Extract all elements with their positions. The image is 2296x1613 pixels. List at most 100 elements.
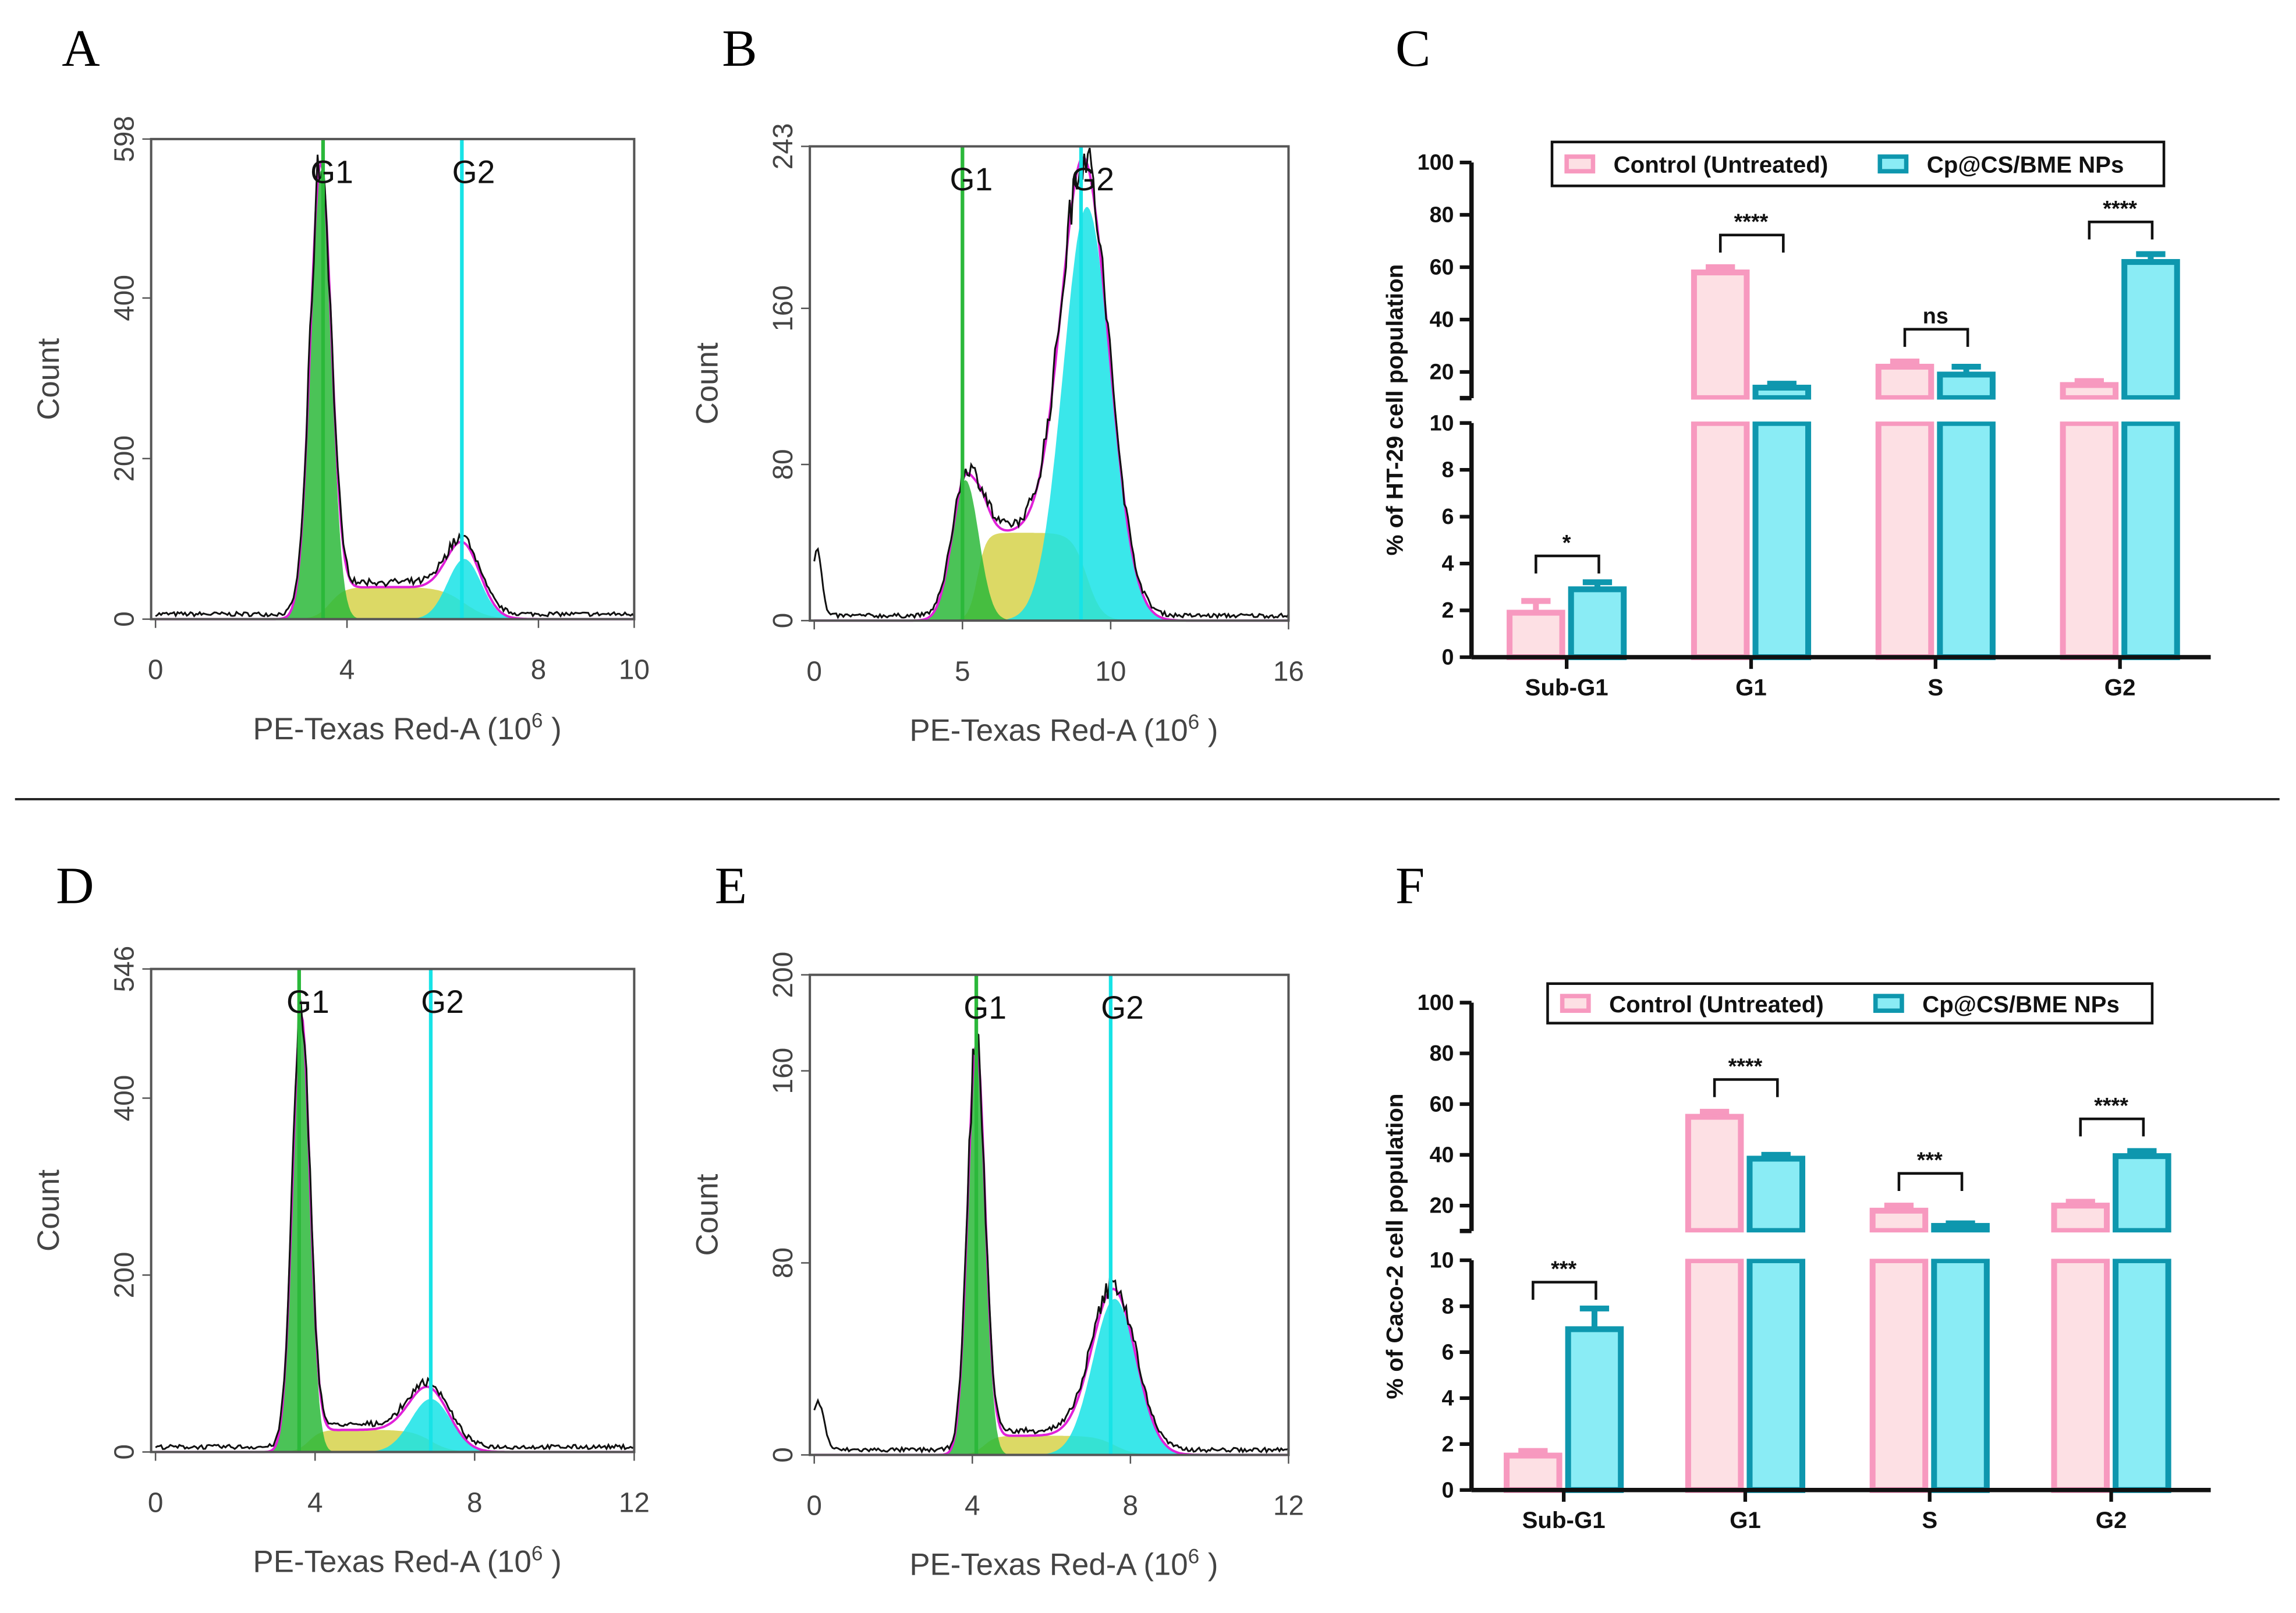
x-tick-label: 8	[531, 655, 547, 686]
x-axis-label: PE-Texas Red-A (106 )	[253, 1542, 562, 1579]
y-tick-label: 4	[1442, 551, 1454, 576]
plot-frame	[150, 967, 636, 1454]
legend-label-treated: Cp@CS/BME NPs	[1922, 991, 2120, 1018]
significance-bracket	[2088, 220, 2154, 240]
raw-histogram-line	[813, 147, 1289, 620]
bar-control-g2	[2051, 1203, 2110, 1234]
g2-peak-fill	[814, 207, 1289, 621]
x-axis-label-exponent: 6	[1188, 1545, 1200, 1568]
bar-treated-g1	[1746, 1155, 1806, 1234]
x-tick-label: 12	[619, 1487, 650, 1518]
raw-histogram-line	[813, 1031, 1289, 1454]
y-axis-label: Count	[31, 1169, 66, 1252]
bar-control-sub-g1	[1507, 609, 1565, 661]
y-tick-label: 6	[1442, 1339, 1454, 1364]
legend-swatch-treated	[1873, 994, 1904, 1013]
y-tick-label: 598	[109, 116, 140, 162]
y-tick-label: 80	[768, 449, 799, 480]
legend: Control (Untreated) Cp@CS/BME NPs	[1550, 140, 2166, 187]
panel-letter-f: F	[1395, 856, 1425, 914]
y-tick-label: 200	[768, 952, 799, 998]
y-tick-label: 0	[768, 1447, 799, 1463]
bar-control-g2	[2060, 420, 2119, 661]
histogram-d: G1 G2 0 4 8 12 0 200 400 546 Count PE-Texas Red-A (…	[31, 946, 650, 1579]
x-tick-label: 10	[1095, 656, 1126, 687]
g1-peak-fill	[155, 170, 635, 619]
y-tick-label: 10	[1430, 410, 1454, 435]
axis-break-gap	[1462, 399, 2224, 422]
significance-label: ns	[1923, 304, 1948, 328]
s-phase-fill	[155, 587, 635, 619]
y-tick-label: 200	[109, 435, 140, 482]
x-tick-label: 0	[806, 656, 822, 687]
g2-peak-fill	[814, 1299, 1289, 1455]
y-tick-label: 400	[109, 1075, 140, 1122]
histogram-e: G1 G2 0 4 8 12 0 80 160 200 Count PE-Texas Red-A (1…	[690, 952, 1304, 1582]
bar-control-g1	[1691, 420, 1750, 661]
y-tick-label: 0	[1442, 1477, 1454, 1502]
x-axis-label: PE-Texas Red-A (106 )	[909, 1545, 1218, 1582]
x-tick-label: 0	[148, 655, 164, 686]
legend-box	[1550, 140, 2166, 187]
marker-label-g1: G1	[949, 161, 993, 197]
bar-treated-g1	[1752, 384, 1812, 401]
x-tick-label: 10	[619, 655, 650, 686]
x-tick-label: G2	[2104, 674, 2136, 700]
x-tick-label: S	[1927, 674, 1943, 700]
bar-control-s	[1869, 1257, 1929, 1493]
raw-histogram-line	[155, 994, 635, 1451]
significance-label: ***	[1551, 1257, 1576, 1281]
y-tick-label: 2	[1442, 598, 1454, 622]
x-axis-label-exponent: 6	[532, 710, 543, 732]
y-axis-label: % of Caco-2 cell population	[1382, 1094, 1408, 1399]
bar-treated-sub-g1	[1565, 1326, 1624, 1493]
x-axis-label-text: PE-Texas Red-A (10	[909, 713, 1188, 747]
significance-bracket	[1535, 554, 1600, 574]
significance-bracket	[1532, 1281, 1597, 1300]
y-tick-label: 40	[1430, 307, 1454, 332]
bar-treated-g2	[2113, 1257, 2171, 1493]
significance-bracket	[1719, 233, 1785, 253]
y-tick-label: 0	[768, 613, 799, 629]
significance-label: ***	[1917, 1148, 1943, 1172]
y-tick-label: 0	[109, 1444, 140, 1460]
x-tick-label: 16	[1273, 656, 1304, 687]
y-tick-label: 6	[1442, 504, 1454, 529]
x-tick-label: 4	[965, 1491, 980, 1522]
y-tick-label: 243	[768, 123, 799, 170]
y-tick-label: 80	[768, 1247, 799, 1278]
y-tick-label: 100	[1418, 150, 1454, 175]
panel-letter-b: B	[722, 19, 757, 77]
bar-treated-s	[1931, 1222, 1990, 1234]
panel-letter-d: D	[56, 856, 94, 914]
panel-letter-c: C	[1395, 19, 1430, 77]
bar-control-g1	[1685, 1114, 1744, 1234]
y-tick-label: 20	[1430, 1193, 1454, 1218]
axis-break-gap	[1462, 1232, 2224, 1259]
x-axis-label-text: PE-Texas Red-A (10	[253, 712, 532, 746]
bar-treated-g2	[2121, 420, 2180, 661]
bar-control-g2	[2060, 382, 2119, 401]
bar-treated-g2	[2121, 259, 2180, 401]
y-tick-label: 100	[1418, 990, 1454, 1015]
histogram-a: G1 G2 0 4 8 10 0 200 400 598 Count PE-Texas Red-A (…	[31, 116, 650, 746]
x-tick-label: 8	[467, 1487, 483, 1518]
y-tick-label: 20	[1430, 360, 1454, 384]
x-tick-label: Sub-G1	[1525, 674, 1608, 700]
y-tick-label: 80	[1430, 1041, 1454, 1065]
panel-letter-a: A	[62, 19, 100, 77]
x-tick-label: 0	[806, 1491, 822, 1522]
marker-label-g1: G1	[286, 984, 329, 1020]
significance-label: *	[1562, 530, 1571, 555]
significance-bracket	[1903, 328, 1969, 347]
y-tick-label: 8	[1442, 458, 1454, 482]
significance-bracket	[2079, 1117, 2145, 1137]
x-axis-label-exponent: 6	[532, 1542, 543, 1565]
x-axis-label-text: PE-Texas Red-A (10	[253, 1545, 532, 1579]
legend-swatch-control	[1564, 154, 1596, 173]
legend: Control (Untreated) Cp@CS/BME NPs	[1546, 982, 2154, 1024]
y-tick-label: 200	[109, 1252, 140, 1299]
marker-label-g2: G2	[452, 154, 495, 190]
